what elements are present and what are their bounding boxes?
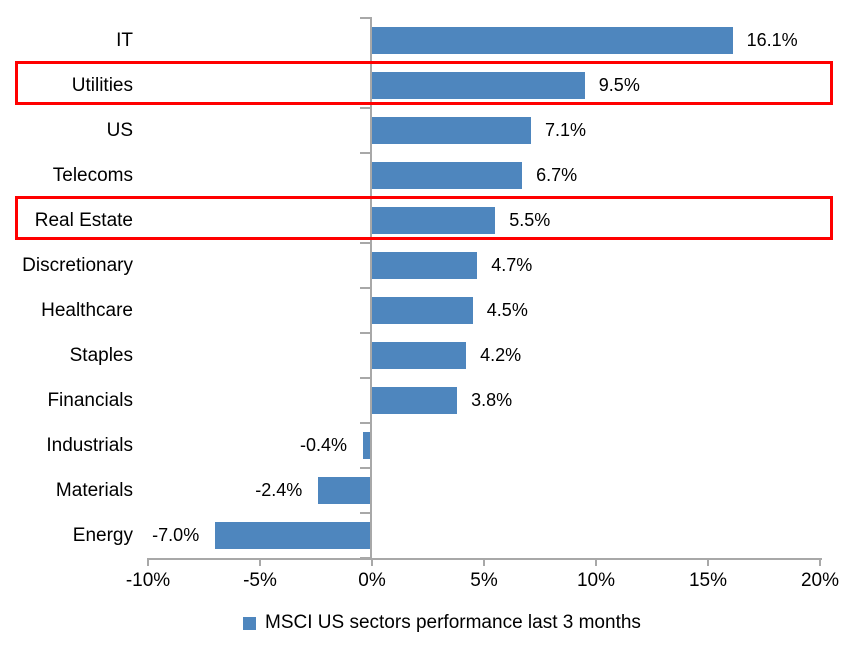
bar	[372, 342, 467, 369]
value-label: 6.7%	[536, 165, 578, 185]
highlight-box-real-estate	[15, 196, 833, 240]
x-tick-label: 10%	[576, 570, 616, 591]
value-label: 5.5%	[509, 210, 551, 230]
bar	[215, 522, 372, 549]
category-label: Financials	[47, 390, 133, 411]
category-label: Materials	[55, 480, 133, 501]
value-axis-tick	[819, 558, 821, 566]
category-label: Staples	[69, 345, 133, 366]
legend: MSCI US sectors performance last 3 month…	[243, 610, 641, 636]
bar	[318, 477, 372, 504]
value-label: -7.0%	[152, 525, 200, 545]
x-tick-label: -5%	[243, 570, 277, 591]
category-label: Healthcare	[41, 300, 133, 321]
x-tick-label: 15%	[688, 570, 728, 591]
legend-label: MSCI US sectors performance last 3 month…	[265, 612, 641, 633]
category-axis-tick	[360, 377, 372, 379]
x-tick-label: 0%	[358, 570, 386, 591]
value-label: 4.2%	[480, 345, 522, 365]
category-label: US	[106, 120, 133, 141]
x-tick-label: -10%	[125, 570, 171, 591]
category-axis-tick	[360, 512, 372, 514]
bar	[372, 207, 496, 234]
bar	[372, 252, 478, 279]
value-label: -0.4%	[300, 435, 348, 455]
category-label: IT	[116, 30, 133, 51]
category-label: Industrials	[46, 435, 133, 456]
x-tick-label: 20%	[800, 570, 840, 591]
value-label: 4.7%	[491, 255, 533, 275]
category-axis-tick	[360, 242, 372, 244]
category-axis-tick	[360, 422, 372, 424]
x-tick-label: 5%	[470, 570, 498, 591]
value-axis-tick	[483, 558, 485, 566]
value-axis-tick	[707, 558, 709, 566]
legend-marker-icon	[243, 616, 256, 630]
value-label: 16.1%	[746, 30, 798, 50]
category-axis-tick	[360, 467, 372, 469]
bar	[372, 297, 473, 324]
bar	[372, 387, 458, 414]
value-axis-tick	[595, 558, 597, 566]
value-label: 9.5%	[598, 75, 640, 95]
bar	[372, 162, 523, 189]
value-axis-tick	[259, 558, 261, 566]
category-label: Energy	[72, 525, 133, 546]
value-axis-tick	[147, 558, 149, 566]
category-axis-tick	[360, 332, 372, 334]
value-axis-tick	[371, 558, 373, 566]
highlight-box-utilities	[15, 61, 833, 105]
category-axis-line	[370, 18, 372, 560]
category-label: Telecoms	[52, 165, 133, 186]
category-label: Real Estate	[34, 210, 133, 231]
bar	[372, 72, 585, 99]
value-label: 3.8%	[471, 390, 513, 410]
category-axis-tick	[360, 152, 372, 154]
bar	[372, 117, 532, 144]
category-axis-tick	[360, 287, 372, 289]
bar	[363, 432, 372, 459]
bar	[372, 27, 733, 54]
value-label: 7.1%	[545, 120, 587, 140]
category-label: Utilities	[71, 75, 133, 96]
category-label: Discretionary	[22, 255, 133, 276]
category-axis-tick	[360, 17, 372, 19]
value-label: -2.4%	[255, 480, 303, 500]
value-label: 4.5%	[486, 300, 528, 320]
category-axis-tick	[360, 107, 372, 109]
